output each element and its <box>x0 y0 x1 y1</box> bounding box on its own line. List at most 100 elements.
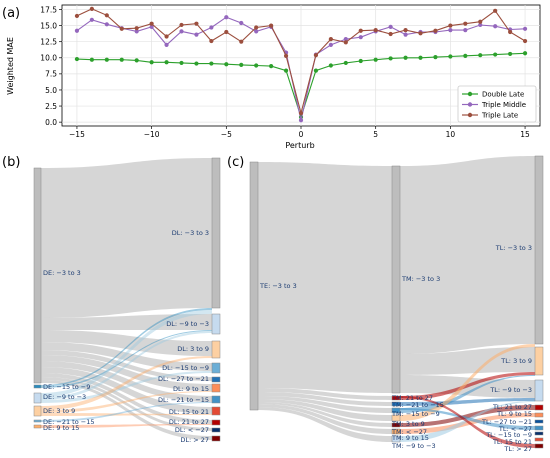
data-point <box>104 13 109 18</box>
data-point <box>89 6 94 11</box>
sankey-node <box>534 443 544 449</box>
data-point <box>209 38 214 44</box>
data-point <box>194 21 199 26</box>
series-lines <box>74 6 528 123</box>
data-point <box>149 60 154 65</box>
legend-marker <box>467 91 473 97</box>
legend-label: Triple Middle <box>481 101 526 109</box>
y-tick-label: 15.0 <box>40 21 57 30</box>
sankey-link <box>258 407 392 442</box>
sankey-node <box>211 435 221 442</box>
sankey-label: DL: > 27 <box>180 436 209 444</box>
sankey-label: TM: < −27 <box>391 428 427 436</box>
sankey-node <box>211 427 221 433</box>
sankey-b-labels: DE: −3 to 3 DE: −15 to −9 DE: −9 to −3 DE: … <box>43 229 209 444</box>
sankey-label: TM: −9 to −3 <box>391 442 436 450</box>
data-point <box>493 24 498 29</box>
sankey-node <box>534 155 544 345</box>
data-point <box>508 51 513 57</box>
sankey-label: DL: −9 to −3 <box>166 320 209 328</box>
data-point <box>373 57 378 62</box>
sankey-node <box>534 379 544 402</box>
data-point <box>194 61 199 66</box>
sankey-link <box>258 388 392 400</box>
data-point <box>448 28 453 33</box>
sankey-node <box>534 431 544 436</box>
sankey-label: DL: < −27 <box>175 426 209 434</box>
sankey-c-links <box>258 156 535 448</box>
sankey-label: DL: 9 to 15 <box>173 385 209 393</box>
data-point <box>89 17 94 22</box>
sankey-node <box>391 435 401 443</box>
sankey-link <box>41 377 212 431</box>
data-point <box>104 57 109 62</box>
data-point <box>179 60 184 66</box>
data-point <box>119 57 124 62</box>
sankey-link <box>41 413 212 416</box>
sankey-label: DL: −15 to −9 <box>162 364 209 372</box>
sankey-link <box>400 398 535 406</box>
data-point <box>522 26 528 31</box>
sankey-link <box>258 392 392 406</box>
data-point <box>119 26 124 31</box>
sankey-node <box>534 437 544 442</box>
sankey-link <box>41 356 212 410</box>
data-point <box>224 62 229 67</box>
data-point <box>224 29 229 35</box>
data-point <box>478 53 483 58</box>
sankey-link <box>400 372 535 400</box>
legend: Double Late Triple Middle Triple Late <box>457 85 537 123</box>
data-point <box>74 28 80 33</box>
sankey-link <box>41 310 212 397</box>
sankey-b-nodes <box>33 157 221 442</box>
sankey-node <box>391 401 401 407</box>
sankey-label: DL: −3 to 3 <box>172 229 209 237</box>
sankey-node <box>211 383 221 393</box>
data-point <box>328 63 333 68</box>
data-point <box>209 25 214 30</box>
sankey-link <box>41 314 212 330</box>
x-tick-label: 15 <box>520 130 530 139</box>
sankey-node <box>211 157 221 309</box>
y-tick-label: 10.0 <box>40 54 57 63</box>
data-point <box>283 68 289 73</box>
data-point <box>493 52 498 57</box>
data-point <box>254 25 259 30</box>
sankey-link <box>41 424 212 428</box>
sankey-link <box>41 158 212 318</box>
sankey-label: TL: 21 to 27 <box>492 403 532 411</box>
y-tick-label: 7.5 <box>45 70 57 79</box>
legend-label: Double Late <box>482 91 524 99</box>
sankey-b-links <box>41 158 212 440</box>
data-point <box>522 51 528 56</box>
data-point <box>179 29 184 34</box>
data-point <box>328 42 333 48</box>
y-axis-label: Weighted MAE <box>6 37 15 95</box>
legend-box <box>457 85 537 123</box>
sankey-label: DE: −21 to −15 <box>43 418 94 426</box>
data-point <box>164 60 169 65</box>
sankey-node <box>391 414 401 422</box>
sankey-node <box>391 422 401 428</box>
x-tick-label: 10 <box>446 130 456 139</box>
sankey-link <box>41 371 212 403</box>
sankey-link <box>400 408 535 430</box>
data-point <box>463 28 468 33</box>
data-point <box>269 23 274 28</box>
data-point <box>448 54 453 59</box>
sankey-link <box>400 344 535 421</box>
y-tick-label: 2.5 <box>45 102 57 111</box>
legend-label: Triple Late <box>481 112 518 120</box>
data-point <box>328 37 333 42</box>
sankey-node <box>33 419 42 423</box>
data-point <box>104 22 109 27</box>
data-point <box>74 13 80 19</box>
sankey-node <box>391 428 401 435</box>
sankey-node <box>211 406 221 416</box>
sankey-node <box>534 404 544 411</box>
sankey-node <box>211 313 221 335</box>
data-point <box>134 26 139 31</box>
data-point <box>522 38 528 44</box>
sankey-label: TL: 15 to 21 <box>492 438 532 446</box>
